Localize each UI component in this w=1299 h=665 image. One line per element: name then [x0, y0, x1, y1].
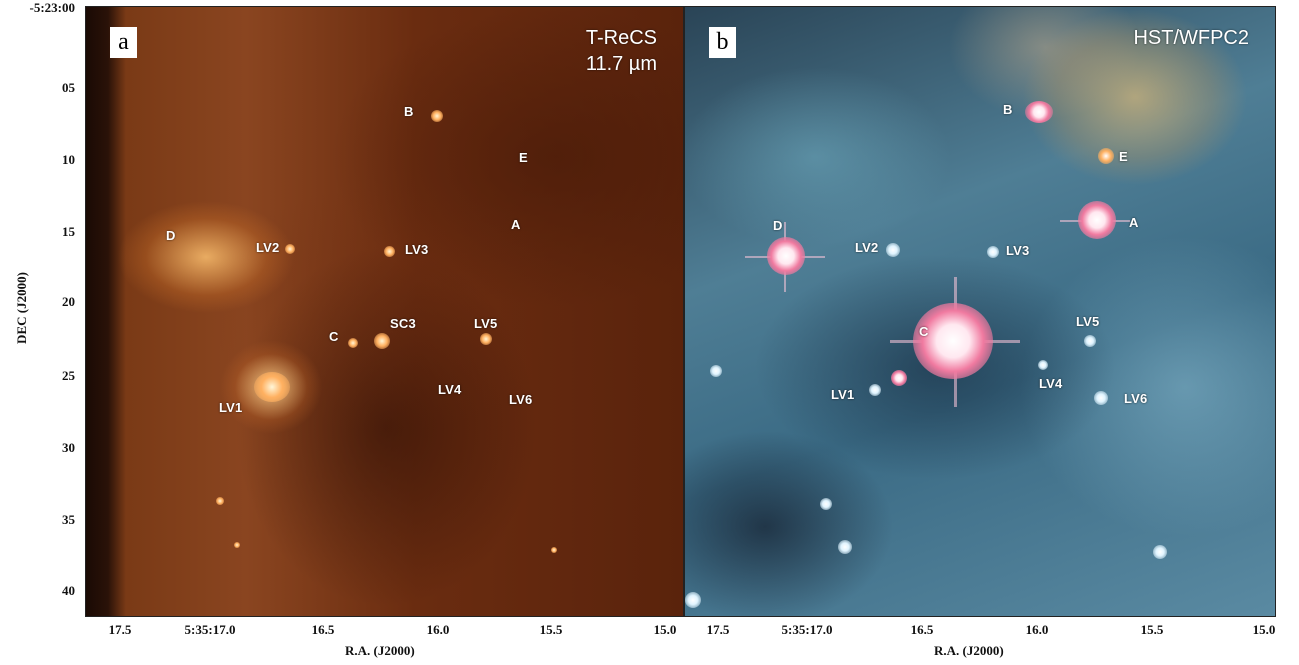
label-lv3: LV3	[1006, 243, 1030, 258]
star-e	[1098, 148, 1114, 164]
y-tick-label: 20	[62, 294, 75, 309]
y-tick-label: 40	[62, 583, 75, 598]
label-lv6: LV6	[1124, 391, 1148, 406]
star-field	[838, 540, 852, 554]
star-lv6	[1094, 391, 1108, 405]
y-tick-label: 25	[62, 368, 75, 383]
x-tick-label: 15.0	[653, 622, 677, 637]
y-tick-label: 05	[62, 80, 75, 95]
x-axis-title-a: R.A. (J2000)	[345, 643, 415, 658]
star-c	[913, 303, 993, 379]
label-b: B	[404, 104, 414, 119]
source-lv1-blob	[254, 372, 290, 402]
x-tick-label: 17.5	[108, 622, 132, 637]
source-lv3-dot	[384, 246, 395, 257]
star-field	[685, 592, 701, 608]
source-lv2-dot	[285, 244, 295, 254]
x-tick-label: 16.0	[426, 622, 450, 637]
label-lv2: LV2	[256, 240, 280, 255]
panel-b-instrument: HST/WFPC2	[1133, 25, 1249, 51]
panel-b-tag: b	[709, 27, 736, 58]
label-lv5: LV5	[1076, 314, 1100, 329]
x-tick-label: 16.0	[1025, 622, 1049, 637]
x-tick-label: 5:35:17.0	[781, 622, 833, 637]
star-a	[1078, 201, 1116, 239]
label-e: E	[519, 150, 528, 165]
y-tick-label: -5:23:00	[29, 0, 76, 15]
star-lv4	[1038, 360, 1048, 370]
panel-a-instrument-line2: 11.7 µm	[585, 53, 657, 75]
source-c-dot	[348, 338, 358, 348]
label-c: C	[329, 329, 339, 344]
star-lv5	[1084, 335, 1096, 347]
star-field	[710, 365, 722, 377]
label-d: D	[773, 218, 783, 233]
label-a: A	[511, 217, 521, 232]
label-lv5: LV5	[474, 316, 498, 331]
label-b: B	[1003, 102, 1013, 117]
label-lv1: LV1	[831, 387, 855, 402]
label-sc3: SC3	[390, 316, 416, 331]
source-faint-dot	[551, 547, 557, 553]
label-lv1: LV1	[219, 400, 243, 415]
x-tick-label: 15.5	[1140, 622, 1164, 637]
panel-b-instrument-line1: HST/WFPC2	[1133, 27, 1249, 49]
panel-a-instrument: T-ReCS 11.7 µm	[586, 25, 657, 77]
star-b	[1025, 101, 1053, 123]
y-tick-label: 15	[62, 224, 75, 239]
x-tick-label: 16.5	[910, 622, 934, 637]
label-lv4: LV4	[1039, 376, 1063, 391]
y-tick-label: 30	[62, 440, 75, 455]
label-c: C	[919, 324, 929, 339]
label-e: E	[1119, 149, 1128, 164]
label-lv3: LV3	[405, 242, 429, 257]
y-tick-label: 10	[62, 152, 75, 167]
star-pink-small	[891, 370, 907, 386]
label-lv6: LV6	[509, 392, 533, 407]
x-tick-label: 15.5	[539, 622, 563, 637]
star-lv3	[987, 246, 999, 258]
x-tick-label: 5:35:17.0	[184, 622, 236, 637]
source-sc3-dot	[374, 333, 390, 349]
star-lv1	[869, 384, 881, 396]
label-lv2: LV2	[855, 240, 879, 255]
source-lv5-dot	[480, 333, 492, 345]
panel-b-image: b HST/WFPC2 B E A D LV2 LV3 C LV5 LV4 LV…	[684, 6, 1276, 617]
y-tick-label: 35	[62, 512, 75, 527]
source-faint-dot	[216, 497, 224, 505]
label-a: A	[1129, 215, 1139, 230]
x-axis-title-b: R.A. (J2000)	[934, 643, 1004, 658]
source-faint-dot	[234, 542, 240, 548]
star-field	[820, 498, 832, 510]
panel-a-tag: a	[110, 27, 137, 58]
x-tick-label: 15.0	[1252, 622, 1276, 637]
panel-a-image: a T-ReCS 11.7 µm B E A D LV2 LV3 C SC3 L…	[85, 6, 684, 617]
x-tick-label: 17.5	[706, 622, 730, 637]
star-d	[767, 237, 805, 275]
star-lv2	[886, 243, 900, 257]
star-field	[1153, 545, 1167, 559]
label-d: D	[166, 228, 176, 243]
label-lv4: LV4	[438, 382, 462, 397]
x-tick-label: 16.5	[311, 622, 335, 637]
panel-a-instrument-line1: T-ReCS	[585, 27, 657, 49]
source-b-dot	[431, 110, 443, 122]
